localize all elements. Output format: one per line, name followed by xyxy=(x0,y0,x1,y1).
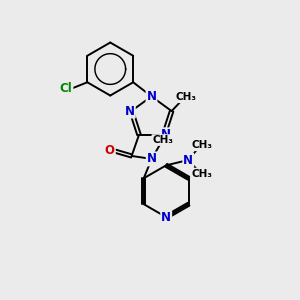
Text: CH₃: CH₃ xyxy=(191,140,212,150)
Text: N: N xyxy=(147,152,157,165)
Text: N: N xyxy=(183,154,193,166)
Text: N: N xyxy=(146,90,157,103)
Text: N: N xyxy=(161,211,171,224)
Text: N: N xyxy=(160,128,170,141)
Text: O: O xyxy=(105,144,115,157)
Text: CH₃: CH₃ xyxy=(176,92,197,102)
Text: CH₃: CH₃ xyxy=(152,135,173,145)
Text: CH₃: CH₃ xyxy=(191,169,212,178)
Text: N: N xyxy=(125,105,135,118)
Text: Cl: Cl xyxy=(60,82,73,95)
